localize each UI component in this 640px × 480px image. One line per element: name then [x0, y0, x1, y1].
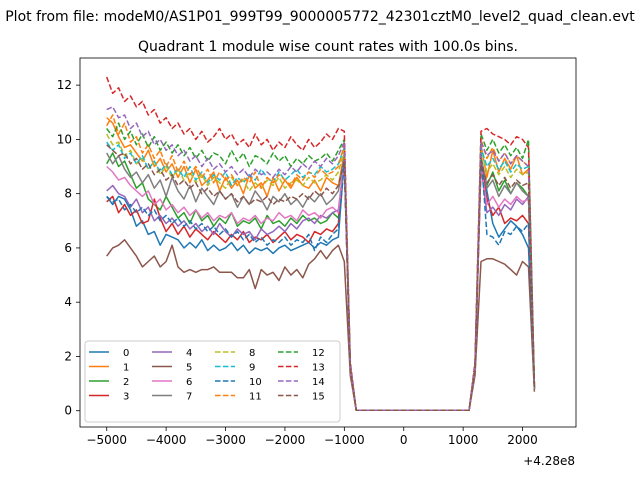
legend-label-15: 15	[312, 392, 325, 403]
legend-label-14: 14	[312, 377, 325, 388]
y-tick-label: 6	[64, 241, 72, 255]
x-axis-ticks: −5000 −4000 −3000 −2000 −1000 0 1000 2000	[86, 427, 538, 447]
x-tick-label: −2000	[265, 433, 306, 447]
legend-frame	[84, 340, 341, 423]
plot-frame	[79, 57, 577, 428]
legend-label-4: 4	[186, 348, 192, 359]
legend-label-3: 3	[123, 392, 129, 403]
legend-label-2: 2	[123, 377, 129, 388]
legend-label-13: 13	[312, 363, 325, 374]
figure-suptitle: Plot from file: modeM0/AS1P01_999T99_900…	[5, 9, 635, 25]
y-tick-label: 8	[64, 187, 72, 201]
series-line-14	[106, 106, 536, 411]
legend-label-1: 1	[123, 363, 129, 374]
x-tick-label: −4000	[146, 433, 187, 447]
x-tick-label: −1000	[324, 433, 365, 447]
y-tick-label: 4	[64, 295, 72, 309]
x-tick-label: −3000	[205, 433, 246, 447]
legend-label-7: 7	[186, 392, 192, 403]
y-tick-label: 12	[57, 78, 72, 92]
legend-label-12: 12	[312, 348, 325, 359]
legend-label-8: 8	[249, 348, 255, 359]
legend-label-6: 6	[186, 377, 192, 388]
y-tick-label: 0	[64, 404, 72, 418]
x-tick-label: −5000	[86, 433, 127, 447]
x-tick-label: 2000	[507, 433, 538, 447]
series-layer	[105, 76, 536, 411]
y-tick-label: 10	[57, 132, 72, 146]
x-tick-label: 1000	[448, 433, 479, 447]
legend-label-10: 10	[249, 377, 262, 388]
legend-label-9: 9	[249, 363, 255, 374]
legend-label-0: 0	[123, 348, 129, 359]
y-tick-label: 2	[64, 349, 72, 363]
legend-label-5: 5	[186, 363, 192, 374]
x-offset-label: +4.28e8	[523, 454, 575, 468]
legend-label-11: 11	[249, 392, 262, 403]
series-line-10	[106, 152, 536, 411]
chart-title: Quadrant 1 module wise count rates with …	[138, 39, 518, 55]
y-axis-ticks: 0 2 4 6 8 10 12	[57, 78, 80, 418]
x-tick-label: 0	[400, 433, 408, 447]
